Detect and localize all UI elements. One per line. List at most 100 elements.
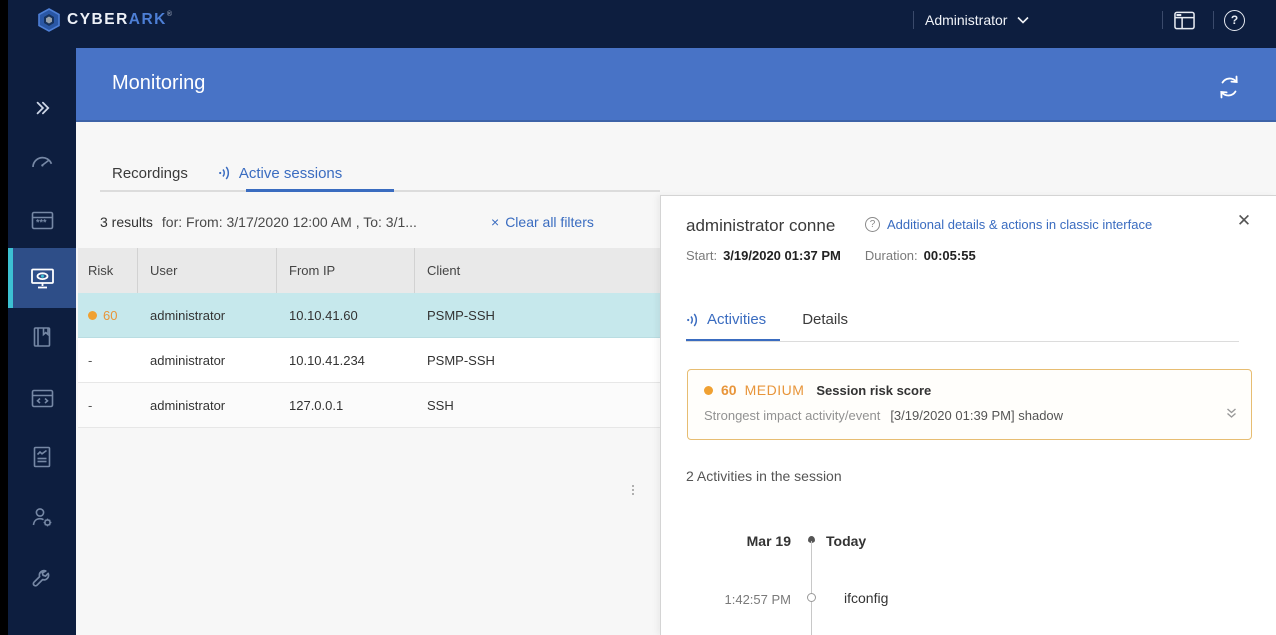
- filter-summary: 3 results for: From: 3/17/2020 12:00 AM …: [100, 211, 417, 233]
- double-chevron-right-icon: [36, 101, 50, 115]
- sidebar-item-accounts[interactable]: ***: [8, 200, 76, 240]
- cell-user: administrator: [150, 352, 226, 368]
- chevron-down-icon: [1017, 16, 1030, 24]
- cell-from-ip: 10.10.41.60: [289, 307, 358, 323]
- tab-recordings[interactable]: Recordings: [112, 164, 188, 182]
- close-panel-button[interactable]: ✕: [1236, 211, 1252, 230]
- cell-client: SSH: [427, 397, 454, 413]
- tab-active-sessions[interactable]: Active sessions: [218, 165, 342, 182]
- sidebar-item-user-management[interactable]: [8, 497, 76, 537]
- help-button[interactable]: ?: [1224, 0, 1245, 40]
- sessions-table-body: 60 administrator 10.10.41.60 PSMP-SSH - admin…: [78, 293, 660, 428]
- duration-label: Duration:: [864, 248, 918, 263]
- panel-tab-details[interactable]: Details: [802, 311, 849, 328]
- start-value: 3/19/2020 01:37 PM: [723, 248, 841, 263]
- risk-score-line: 60 MEDIUM Session risk score: [704, 382, 931, 398]
- risk-level: MEDIUM: [744, 382, 805, 398]
- cell-client: PSMP-SSH: [427, 352, 495, 368]
- main-tabs: Recordings Active sessions: [112, 155, 342, 191]
- cell-risk: -: [88, 397, 93, 413]
- report-chart-icon: [33, 446, 51, 468]
- user-menu-label: Administrator: [925, 12, 1008, 28]
- risk-dot-icon: [88, 310, 97, 320]
- timeline-event-label: ifconfig: [844, 590, 889, 606]
- filter-criteria: for: From: 3/17/2020 12:00 AM , To: 3/1.…: [161, 214, 417, 230]
- timeline-event-time: 1:42:57 PM: [724, 592, 792, 607]
- risk-impact-line: Strongest impact activity/event [3/19/20…: [704, 408, 1063, 423]
- refresh-button[interactable]: [1212, 70, 1246, 104]
- column-header-from-ip[interactable]: From IP: [277, 248, 415, 293]
- table-row[interactable]: - administrator 10.10.41.234 PSMP-SSH: [78, 338, 660, 383]
- page-header-bar: Monitoring: [76, 48, 1276, 122]
- apps-panel-button[interactable]: [1173, 0, 1196, 40]
- column-header-risk[interactable]: Risk: [78, 248, 138, 293]
- cell-user: administrator: [150, 397, 226, 413]
- cell-risk: -: [88, 352, 93, 368]
- page-title: Monitoring: [112, 72, 206, 94]
- session-title: administrator conne: [686, 216, 836, 235]
- column-header-user[interactable]: User: [138, 248, 277, 293]
- table-row[interactable]: - administrator 127.0.0.1 SSH: [78, 383, 660, 428]
- classic-interface-link[interactable]: ? Additional details & actions in classi…: [865, 210, 1152, 238]
- sidebar-item-dashboard[interactable]: [8, 142, 76, 182]
- clear-all-filters-button[interactable]: × Clear all filters: [491, 214, 594, 230]
- user-gear-icon: [32, 508, 51, 527]
- cell-from-ip: 10.10.41.234: [289, 352, 365, 368]
- clear-filters-x-icon: ×: [491, 214, 500, 230]
- timeline-header: Today: [826, 533, 867, 549]
- topbar-divider: [1162, 11, 1163, 29]
- user-menu-button[interactable]: Administrator: [925, 0, 1030, 40]
- risk-score-value: 60: [721, 382, 737, 398]
- panel-tabs-underline: [686, 341, 1239, 342]
- sidebar-item-monitoring[interactable]: [8, 248, 76, 308]
- brand-text: CYBERARK®: [67, 11, 174, 28]
- session-details-panel: administrator conne ? Additional details…: [660, 195, 1276, 635]
- table-row[interactable]: 60 administrator 10.10.41.60 PSMP-SSH: [78, 293, 660, 338]
- session-meta: Start: 3/19/2020 01:37 PM Duration: 00:0…: [686, 248, 976, 263]
- session-wave-icon: [218, 166, 229, 180]
- window-code-icon: [31, 389, 53, 407]
- start-label: Start:: [686, 248, 718, 263]
- help-circle-icon: ?: [865, 216, 880, 232]
- svg-text:***: ***: [36, 217, 47, 227]
- board-icon: [1174, 11, 1195, 29]
- sidebar-item-reports[interactable]: [8, 437, 76, 477]
- active-tab-underline: [246, 189, 394, 192]
- timeline-start-marker: [808, 536, 815, 543]
- timeline-line: [811, 541, 812, 635]
- window-edge: [0, 0, 8, 635]
- panel-tabs: Activities Details: [686, 311, 848, 328]
- sidebar-nav: ***: [8, 40, 76, 635]
- panel-resize-handle[interactable]: [631, 482, 635, 498]
- panel-active-tab-underline: [686, 339, 780, 342]
- book-bookmark-icon: [33, 327, 51, 347]
- risk-score-label: Session risk score: [816, 382, 932, 398]
- cyberark-logo: CYBERARK®: [38, 0, 174, 40]
- cell-risk: 60: [78, 308, 138, 323]
- column-header-client[interactable]: Client: [427, 263, 461, 278]
- sessions-table-header: Risk User From IP Client: [78, 248, 660, 293]
- sidebar-item-expand[interactable]: [8, 88, 76, 128]
- duration-value: 00:05:55: [923, 248, 976, 263]
- sidebar-item-policies[interactable]: [8, 317, 76, 357]
- monitor-eye-icon: [30, 268, 54, 288]
- risk-dot-icon: [704, 385, 713, 395]
- cell-user: administrator: [150, 307, 226, 323]
- sidebar-item-administration[interactable]: [8, 557, 76, 597]
- gauge-icon: [32, 156, 53, 168]
- topbar-divider: [1213, 11, 1214, 29]
- expand-risk-details-button[interactable]: [1222, 404, 1240, 422]
- sessions-table: Risk User From IP Client 60 administrator…: [78, 248, 660, 428]
- panel-tab-activities[interactable]: Activities: [686, 311, 766, 328]
- impact-value: [3/19/2020 01:39 PM] shadow: [890, 408, 1064, 423]
- cell-from-ip: 127.0.0.1: [289, 397, 344, 413]
- timeline-date: Mar 19: [746, 533, 791, 549]
- double-chevron-down-icon: [1226, 408, 1236, 418]
- session-wave-icon: [687, 313, 698, 326]
- window-asterisks-icon: ***: [31, 211, 53, 229]
- activities-count: 2 Activities in the session: [686, 468, 842, 484]
- topbar-divider: [913, 11, 914, 29]
- sidebar-item-applications[interactable]: [8, 378, 76, 418]
- timeline-event-marker: [807, 593, 816, 602]
